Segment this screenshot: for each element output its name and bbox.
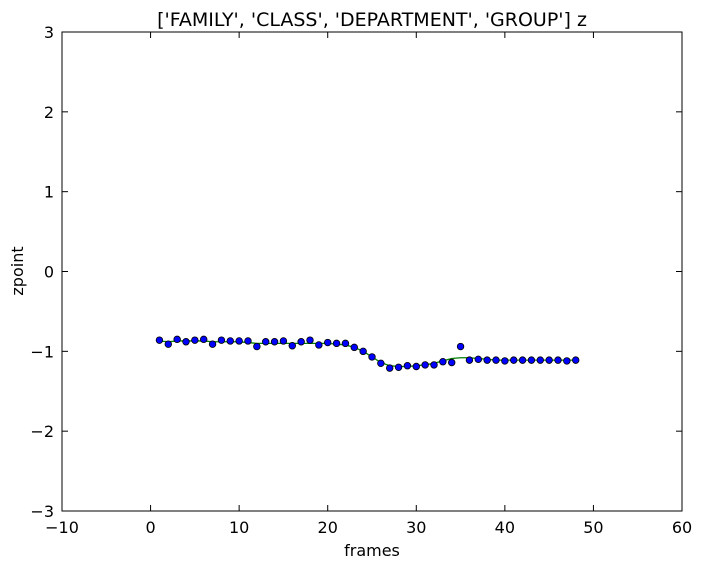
chart-title: ['FAMILY', 'CLASS', 'DEPARTMENT', 'GROUP… bbox=[157, 9, 587, 31]
data-point bbox=[155, 336, 164, 344]
y-tick-label: −3 bbox=[30, 502, 54, 521]
data-point bbox=[510, 356, 518, 364]
x-tick-label: −10 bbox=[45, 518, 79, 537]
data-point bbox=[306, 336, 314, 344]
plot-frame bbox=[61, 31, 683, 512]
data-point bbox=[315, 341, 323, 349]
data-point bbox=[279, 337, 288, 345]
data-point bbox=[173, 335, 181, 344]
data-point bbox=[359, 347, 367, 356]
data-point bbox=[253, 342, 261, 351]
data-point bbox=[430, 361, 438, 369]
data-point bbox=[456, 342, 465, 351]
data-point bbox=[448, 358, 456, 367]
y-axis-label: zpoint bbox=[8, 246, 27, 295]
data-point bbox=[394, 363, 403, 371]
plot-points bbox=[155, 335, 580, 372]
y-tick-label: 2 bbox=[44, 103, 54, 122]
x-tick-label: 20 bbox=[318, 518, 338, 537]
data-point bbox=[164, 340, 172, 348]
x-tick-label: 10 bbox=[229, 518, 249, 537]
data-point bbox=[288, 342, 296, 350]
y-tick-label: −2 bbox=[30, 422, 54, 441]
y-tick-label: 1 bbox=[44, 183, 54, 202]
data-point bbox=[262, 338, 270, 346]
data-point bbox=[244, 337, 252, 345]
data-point bbox=[403, 362, 412, 370]
data-point bbox=[518, 356, 527, 364]
y-tick-label: 0 bbox=[44, 263, 54, 282]
data-point bbox=[200, 335, 208, 344]
x-tick-label: 30 bbox=[406, 518, 426, 537]
data-point bbox=[191, 336, 199, 344]
data-point bbox=[332, 339, 341, 348]
data-point bbox=[492, 356, 500, 364]
x-tick-label: 0 bbox=[145, 518, 155, 537]
y-tick-label: 3 bbox=[44, 23, 54, 42]
x-tick-label: 60 bbox=[672, 518, 692, 537]
data-point bbox=[182, 338, 190, 346]
y-tick-label: −1 bbox=[30, 342, 54, 361]
data-point bbox=[350, 343, 358, 352]
data-point bbox=[235, 337, 243, 345]
data-point bbox=[226, 337, 234, 345]
data-point bbox=[527, 356, 536, 364]
data-point bbox=[563, 357, 571, 365]
data-point bbox=[572, 356, 580, 364]
data-point bbox=[412, 362, 420, 371]
data-point bbox=[386, 364, 394, 372]
x-tick-label: 50 bbox=[583, 518, 603, 537]
x-tick-label: 40 bbox=[495, 518, 515, 537]
data-point bbox=[545, 356, 553, 364]
data-point bbox=[501, 357, 509, 365]
data-point bbox=[483, 356, 491, 364]
data-point bbox=[536, 356, 544, 364]
data-point bbox=[554, 356, 562, 364]
data-point bbox=[377, 359, 385, 368]
data-point bbox=[474, 355, 482, 364]
data-point bbox=[270, 338, 279, 346]
data-point bbox=[297, 338, 305, 346]
data-point bbox=[217, 336, 226, 344]
data-point bbox=[465, 356, 474, 364]
data-point bbox=[421, 361, 429, 369]
data-point bbox=[324, 338, 332, 347]
data-point bbox=[439, 358, 447, 366]
x-axis-label: frames bbox=[344, 541, 400, 560]
data-point bbox=[341, 339, 350, 348]
data-point bbox=[208, 340, 217, 348]
data-point bbox=[368, 353, 376, 361]
